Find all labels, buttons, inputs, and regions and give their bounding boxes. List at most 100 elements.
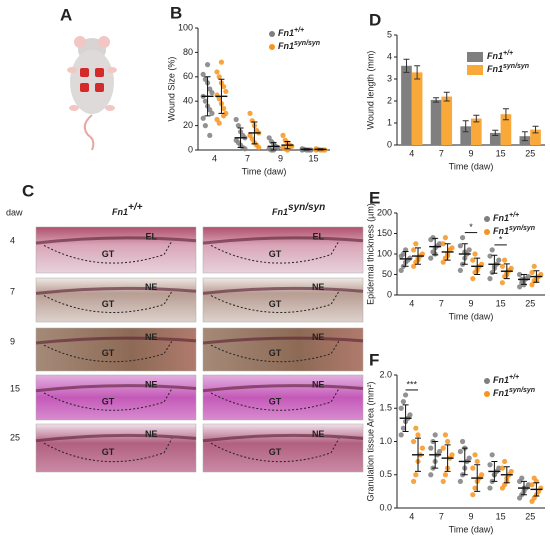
name: Fn1 — [493, 375, 509, 385]
data-point — [407, 412, 413, 418]
error-bar — [218, 78, 225, 114]
x-tick-label: 4 — [409, 148, 414, 158]
superscript: +/+ — [509, 212, 519, 219]
data-point — [216, 120, 222, 126]
data-point — [457, 478, 463, 484]
significance-label: *** — [407, 379, 418, 389]
row-label: 4 — [10, 235, 15, 245]
data-point — [449, 452, 455, 458]
data-point — [516, 271, 523, 278]
error-bar — [415, 247, 422, 265]
data-point — [216, 74, 222, 80]
error-bar — [317, 148, 324, 151]
error-bar — [462, 120, 469, 133]
error-bar — [415, 437, 422, 472]
y-tick-label: 60 — [183, 71, 193, 81]
x-tick-label: 7 — [439, 298, 444, 308]
significance-label: * — [469, 222, 473, 232]
error-bar — [402, 251, 409, 267]
data-point — [525, 482, 531, 488]
data-point — [442, 432, 449, 438]
data-point — [470, 465, 476, 471]
tissue-label: EL — [312, 231, 324, 241]
x-tick-label: 4 — [409, 298, 414, 308]
y-tick-label: 0 — [387, 289, 392, 299]
wound-outline — [43, 340, 173, 363]
name: Fn1 — [487, 51, 503, 61]
y-tick-label: 5 — [387, 29, 392, 39]
y-axis-title: Epidermal thickness (µm) — [365, 203, 375, 305]
x-tick-label: 15 — [308, 153, 318, 163]
data-point — [209, 90, 215, 96]
data-point — [419, 251, 426, 257]
data-point — [280, 132, 286, 138]
data-point — [407, 255, 413, 261]
tissue-label: GT — [102, 396, 115, 406]
error-bar — [503, 466, 510, 484]
data-point — [474, 458, 480, 465]
y-tick-label: 4 — [387, 51, 392, 61]
mouse-illustration — [67, 36, 117, 151]
error-bar — [433, 97, 440, 103]
data-point — [256, 144, 262, 151]
panel-label: E — [369, 188, 380, 207]
y-tick-label: 0.0 — [379, 502, 392, 512]
data-point — [519, 475, 525, 481]
superscript: syn/syn — [294, 40, 320, 47]
error-bar — [432, 237, 439, 256]
y-axis-title: Wound length (mm) — [365, 51, 375, 130]
legend-swatch — [467, 52, 483, 62]
y-tick-label: 100 — [178, 22, 193, 32]
error-bar — [432, 441, 439, 469]
column-header: Fn1syn/syn — [272, 202, 325, 217]
tissue-label: GT — [102, 299, 115, 309]
error-bar — [492, 129, 499, 137]
data-point — [529, 482, 535, 488]
histology-image — [202, 277, 364, 323]
tissue-label: GT — [269, 249, 282, 259]
bar — [401, 65, 412, 145]
data-point — [499, 465, 506, 471]
error-bar — [533, 270, 540, 283]
y-tick-label: 1.5 — [379, 403, 392, 413]
data-point — [466, 247, 472, 253]
error-bar — [402, 404, 409, 433]
data-point — [428, 255, 434, 261]
tissue-band — [202, 286, 364, 295]
data-point — [489, 247, 495, 253]
x-tick-label: 9 — [468, 511, 473, 521]
error-bar — [520, 274, 527, 285]
superscript: syn/syn — [509, 387, 535, 394]
error-bar — [491, 254, 498, 274]
data-point — [202, 123, 208, 129]
legend-label: Fn1syn/syn — [493, 225, 535, 236]
tissue-label: GT — [269, 396, 282, 406]
data-point — [432, 432, 438, 438]
x-tick-label: 25 — [525, 298, 535, 308]
x-tick-label: 15 — [496, 511, 506, 521]
error-bar — [444, 444, 451, 472]
data-point — [457, 448, 463, 455]
data-point — [235, 123, 241, 129]
significance-label: * — [499, 234, 503, 244]
y-tick-label: 50 — [382, 269, 392, 279]
tissue-label: GT — [269, 447, 282, 457]
data-point — [487, 253, 493, 259]
tissue-band — [35, 236, 197, 245]
x-tick-label: 4 — [409, 511, 414, 521]
wound-outline — [43, 240, 173, 264]
x-tick-label: 7 — [439, 511, 444, 521]
x-tick-label: 9 — [468, 298, 473, 308]
data-point — [529, 282, 535, 288]
data-point — [440, 241, 446, 247]
bar — [471, 118, 482, 145]
data-point — [436, 241, 443, 247]
y-tick-label: 0.5 — [379, 469, 392, 479]
x-tick-label: 15 — [496, 298, 506, 308]
histology-image — [35, 226, 197, 274]
tissue-label: GT — [102, 249, 115, 259]
x-tick-label: 15 — [496, 148, 506, 158]
data-point — [242, 146, 248, 152]
tissue-band — [35, 286, 197, 295]
error-bar — [461, 243, 468, 265]
